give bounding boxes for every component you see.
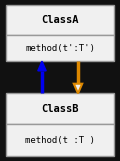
Text: method(t :T ): method(t :T ) [25,136,95,145]
FancyBboxPatch shape [6,35,114,61]
Polygon shape [38,61,46,71]
FancyBboxPatch shape [6,93,114,124]
Text: method(t':T'): method(t':T') [25,44,95,53]
FancyBboxPatch shape [6,124,114,156]
Text: ClassA: ClassA [41,15,79,25]
Polygon shape [74,84,82,93]
Text: ClassB: ClassB [41,104,79,114]
FancyBboxPatch shape [6,5,114,35]
